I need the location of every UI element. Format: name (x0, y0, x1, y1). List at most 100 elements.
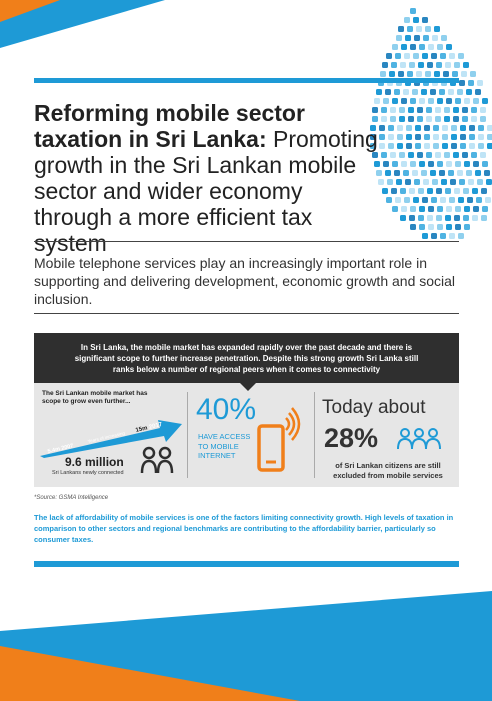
map-dot (398, 26, 404, 32)
map-dot (410, 8, 416, 14)
people-icon (140, 446, 174, 474)
map-dot (436, 215, 442, 221)
title-light: Promoting growth in the Sri Lankan mobil… (34, 126, 378, 256)
map-dot (460, 143, 466, 149)
map-dot (405, 35, 411, 41)
map-dot (376, 89, 382, 95)
map-dot (433, 125, 439, 131)
map-dot (381, 152, 387, 158)
map-dot (410, 206, 416, 212)
map-dot (372, 152, 378, 158)
map-dot (417, 152, 423, 158)
map-dot (379, 143, 385, 149)
map-dot (450, 179, 456, 185)
divider-line (34, 313, 459, 314)
map-dot (455, 161, 461, 167)
mobile-internet-caption: HAVE ACCESS TO MOBILE INTERNET (198, 432, 250, 461)
caption-line: INTERNET (198, 451, 236, 460)
map-dot (383, 98, 389, 104)
map-dot (431, 233, 437, 239)
map-dot (459, 179, 465, 185)
map-dot (409, 62, 415, 68)
map-dot (446, 161, 452, 167)
map-dot (441, 35, 447, 41)
map-dot (432, 179, 438, 185)
map-dot (419, 98, 425, 104)
map-dot (418, 215, 424, 221)
map-dot (428, 224, 434, 230)
map-dot (472, 215, 478, 221)
map-dot (379, 134, 385, 140)
map-dot (482, 98, 488, 104)
map-dot (471, 107, 477, 113)
map-dot (403, 170, 409, 176)
map-dot (460, 134, 466, 140)
map-dot (486, 179, 492, 185)
map-dot (464, 206, 470, 212)
map-dot (446, 98, 452, 104)
map-dot (448, 89, 454, 95)
map-dot (372, 116, 378, 122)
map-dot (390, 152, 396, 158)
map-dot (478, 134, 484, 140)
map-dot (453, 107, 459, 113)
map-dot (462, 116, 468, 122)
map-dot (406, 134, 412, 140)
map-dot (401, 206, 407, 212)
map-dot (419, 161, 425, 167)
map-dot (462, 152, 468, 158)
map-dot (426, 152, 432, 158)
divider-line (34, 241, 459, 242)
map-dot (388, 125, 394, 131)
map-dot (425, 26, 431, 32)
map-dot (415, 134, 421, 140)
map-dot (478, 125, 484, 131)
map-dot (410, 161, 416, 167)
map-dot (428, 44, 434, 50)
map-dot (430, 170, 436, 176)
map-dot (473, 206, 479, 212)
bottom-blue-rule (34, 561, 459, 567)
map-dot (480, 116, 486, 122)
map-dot (424, 125, 430, 131)
map-dot (443, 71, 449, 77)
map-dot (406, 143, 412, 149)
map-dot (458, 197, 464, 203)
map-dot (446, 44, 452, 50)
map-dot (455, 224, 461, 230)
map-dot (390, 116, 396, 122)
map-dot (416, 26, 422, 32)
map-dot (419, 44, 425, 50)
map-dot (431, 197, 437, 203)
map-dot (468, 80, 474, 86)
map-dot (413, 197, 419, 203)
map-dot (424, 134, 430, 140)
map-dot (428, 206, 434, 212)
map-dot (446, 206, 452, 212)
map-dot (418, 188, 424, 194)
map-dot (417, 107, 423, 113)
map-dot (404, 197, 410, 203)
map-dot (485, 197, 491, 203)
map-dot (437, 161, 443, 167)
map-dot (383, 161, 389, 167)
map-dot (370, 134, 376, 140)
affordability-note: The lack of affordability of mobile serv… (34, 513, 454, 544)
map-dot (436, 188, 442, 194)
map-dot (380, 71, 386, 77)
map-dot (394, 170, 400, 176)
map-dot (484, 170, 490, 176)
map-dot (401, 161, 407, 167)
map-dot (471, 152, 477, 158)
map-dot (455, 206, 461, 212)
map-dot (401, 98, 407, 104)
start-label: 5.4m 2007 (47, 443, 74, 455)
map-dot (389, 71, 395, 77)
map-dot (386, 197, 392, 203)
map-dot (403, 89, 409, 95)
map-dot (458, 233, 464, 239)
map-dot (426, 116, 432, 122)
map-dot (408, 107, 414, 113)
map-dot (422, 233, 428, 239)
map-dot (435, 152, 441, 158)
